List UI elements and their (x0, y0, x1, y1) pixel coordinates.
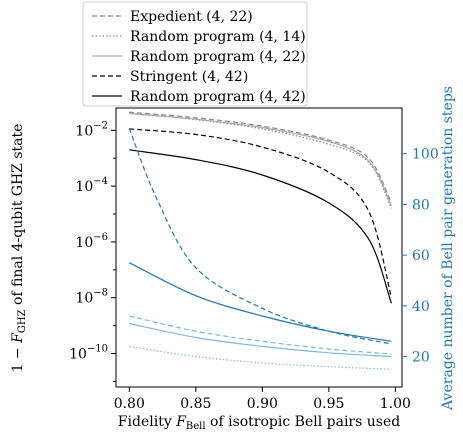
y-right-tick-label-1: 40 (412, 299, 430, 315)
x-tick-label-2: 0.90 (247, 396, 278, 412)
x-axis-title-F: F (175, 414, 187, 430)
plot-frame (115, 107, 403, 388)
y-left-title-sub: GHZ (17, 309, 28, 333)
x-axis-title-sub: Bell (186, 421, 206, 432)
x-axis-title: Fidelity FBell of isotropic Bell pairs u… (118, 414, 400, 432)
y-left-tick-label-2: 10−6 (75, 232, 108, 251)
y-left-tick-label-0: 10−2 (75, 120, 108, 139)
x-tick-label-3: 0.95 (313, 396, 344, 412)
x-tick-label-0: 0.80 (114, 396, 145, 412)
legend-label-3: Stringent (4, 42) (130, 69, 248, 85)
y-left-tick-label-3: 10−8 (75, 288, 108, 307)
y-right-tick-label-2: 60 (412, 248, 430, 264)
series-right-3 (129, 323, 392, 358)
series-right-2 (129, 315, 392, 355)
y-left-title-F: F (10, 332, 26, 344)
y-left-tick-label-4: 10−10 (69, 344, 108, 363)
series-left-1 (129, 112, 392, 209)
legend-label-0: Expedient (4, 22) (130, 9, 253, 25)
y-right-axis-title: Average number of Bell pair generation s… (440, 86, 456, 411)
y-left-axis-title: 1 − FGHZ of final 4-qubit GHZ state (10, 124, 28, 373)
legend-label-1: Random program (4, 14) (130, 29, 306, 45)
series-left-4 (129, 149, 392, 304)
y-left-tick-label-1: 10−4 (75, 176, 108, 195)
series-left-2 (129, 113, 392, 206)
series-right-4 (129, 345, 392, 370)
x-axis-title-part1: Fidelity (118, 414, 176, 430)
series-right-1 (129, 262, 392, 342)
x-tick-label-1: 0.85 (180, 396, 211, 412)
x-tick-label-4: 1.00 (380, 396, 411, 412)
axis-ticks: 0.80 0.85 0.90 0.95 1.00 10−2 10−4 10−6 10−8 10−1… (69, 120, 439, 412)
y-left-title-part1: 1 − (10, 343, 26, 373)
y-right-tick-label-3: 80 (412, 197, 430, 213)
series-left-0 (129, 111, 392, 204)
legend-label-4: Random program (4, 42) (130, 89, 306, 105)
legend-frame (82, 1, 308, 107)
series-layer (128, 111, 392, 370)
legend: Expedient (4, 22) Random program (4, 14) R… (82, 1, 308, 107)
y-left-title-part2: of final 4-qubit GHZ state (10, 124, 26, 310)
y-right-tick-label-0: 20 (412, 350, 430, 366)
y-right-tick-label-4: 100 (412, 147, 439, 163)
legend-label-2: Random program (4, 22) (130, 49, 306, 65)
series-right-0 (128, 128, 392, 345)
series-left-3 (129, 128, 392, 298)
x-axis-title-part2: of isotropic Bell pairs used (206, 414, 401, 430)
